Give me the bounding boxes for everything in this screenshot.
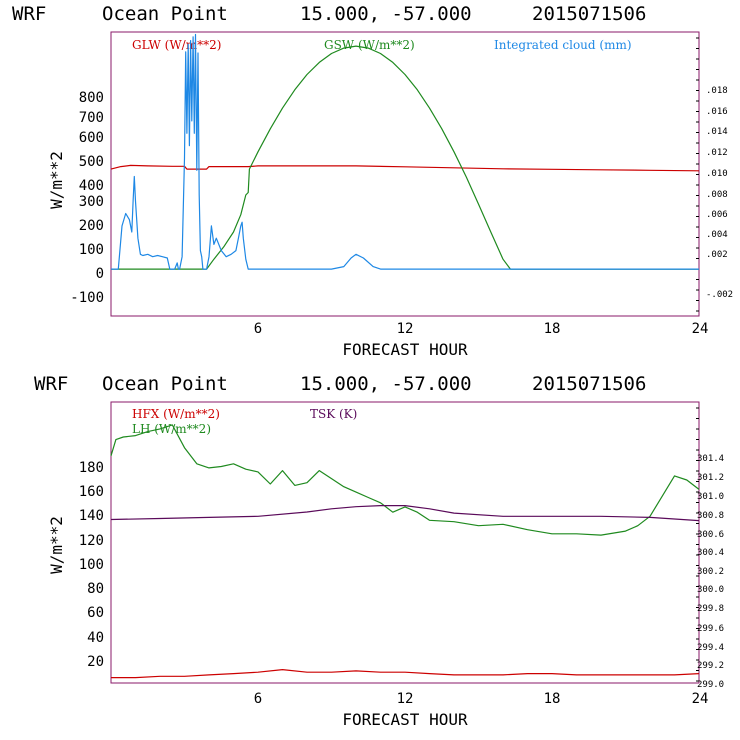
panel-1-right-tick: .018	[706, 86, 728, 96]
panel-2-legend-hfx: HFX (W/m**2)	[132, 407, 220, 421]
panel-1-right-tick: .004	[706, 230, 728, 240]
panel-2-ytick: 160	[79, 484, 104, 500]
panel-2-ytick: 80	[87, 581, 104, 597]
panel-2-header-model: WRF	[34, 373, 68, 395]
panel-2-right-tick: 299.8	[697, 604, 724, 614]
panel-1-series-integrated-cloud-line	[111, 33, 699, 270]
panel-2-xtick: 18	[544, 691, 561, 707]
panel-2-xtick: 6	[254, 691, 262, 707]
panel-1-xtick: 18	[544, 321, 561, 337]
panel-1-legend-gsw: GSW (W/m**2)	[324, 38, 415, 52]
panel-2-xtick: 24	[692, 691, 709, 707]
panel-2-ytick: 20	[87, 654, 104, 670]
panel-1-right-tick: .012	[706, 148, 728, 158]
panel-1-ytick: -100	[70, 290, 104, 306]
panel-2-right-tick: 299.6	[697, 624, 724, 634]
panel-1-header-coords: 15.000, -57.000	[300, 3, 472, 25]
panel-2-header-location: Ocean Point	[102, 373, 228, 395]
panel-2: WRF Ocean Point 15.000, -57.000 20150715…	[34, 373, 724, 729]
panel-1: WRF Ocean Point 15.000, -57.000 20150715…	[12, 3, 733, 359]
panel-1-legend-glw: GLW (W/m**2)	[132, 38, 221, 52]
panel-2-right-minor-ticks	[696, 407, 699, 682]
panel-2-right-tick: 301.0	[697, 492, 724, 502]
panel-2-right-tick: 300.6	[697, 530, 724, 540]
panel-2-ytick: 180	[79, 460, 104, 476]
panel-2-x-axis-label: FORECAST HOUR	[342, 710, 468, 729]
panel-1-right-tick: .006	[706, 210, 728, 220]
panel-1-header-model: WRF	[12, 3, 46, 25]
panel-2-right-tick: 300.4	[697, 548, 724, 558]
panel-2-header-coords: 15.000, -57.000	[300, 373, 472, 395]
panel-2-right-tick: 300.2	[697, 567, 724, 577]
panel-2-legend-tsk: TSK (K)	[310, 407, 357, 421]
panel-1-x-axis-label: FORECAST HOUR	[342, 340, 468, 359]
panel-2-right-tick: 299.4	[697, 643, 724, 653]
panel-1-y-axis-label: W/m**2	[47, 151, 66, 209]
panel-1-right-tick: .002	[706, 250, 728, 260]
panel-2-ytick: 40	[87, 630, 104, 646]
panel-1-right-tick: .014	[706, 127, 728, 137]
panel-2-ytick: 140	[79, 508, 104, 524]
panel-1-ytick: 0	[96, 266, 104, 282]
panel-2-right-tick: 299.2	[697, 661, 724, 671]
panel-1-ytick: 500	[79, 154, 104, 170]
panel-1-right-tick: -.002	[706, 290, 733, 300]
panel-2-series	[110, 407, 700, 682]
panel-2-right-tick: 301.4	[697, 454, 724, 464]
panel-1-ytick: 300	[79, 194, 104, 210]
panel-1-right-minor-ticks	[696, 37, 699, 312]
panel-2-y-axis-label: W/m**2	[47, 516, 66, 574]
panel-2-right-tick: 300.0	[697, 585, 724, 595]
panel-1-xtick: 12	[397, 321, 414, 337]
panel-1-ytick: 400	[79, 178, 104, 194]
panel-2-series-hfx-line	[111, 668, 700, 679]
panel-2-right-tick: 300.8	[697, 511, 724, 521]
panel-1-xtick: 6	[254, 321, 262, 337]
panel-1-series	[110, 33, 700, 312]
panel-1-header-run: 2015071506	[532, 3, 646, 25]
panel-2-plot-frame	[110, 401, 700, 684]
panel-1-legend-cloud: Integrated cloud (mm)	[494, 38, 632, 52]
panel-1-series-gsw-line	[111, 45, 699, 270]
panel-2-xtick: 12	[397, 691, 414, 707]
panel-2-right-tick: 299.0	[697, 680, 724, 690]
panel-2-ytick: 100	[79, 557, 104, 573]
panel-2-ytick: 120	[79, 533, 104, 549]
panel-1-ytick: 100	[79, 242, 104, 258]
panel-1-ytick: 800	[79, 90, 104, 106]
panel-1-ytick: 700	[79, 110, 104, 126]
panel-1-right-tick: .016	[706, 107, 728, 117]
panel-2-ytick: 60	[87, 605, 104, 621]
panel-2-legend-lh: LH (W/m**2)	[132, 422, 211, 436]
panel-1-right-tick: .008	[706, 190, 728, 200]
panel-1-ytick: 600	[79, 130, 104, 146]
panel-1-series-glw-line	[110, 164, 700, 172]
panel-2-series-tsk-line	[110, 505, 700, 522]
panel-1-header-location: Ocean Point	[102, 3, 228, 25]
panel-2-right-tick: 301.2	[697, 473, 724, 483]
panel-1-right-tick: .010	[706, 169, 728, 179]
panel-1-ytick: 200	[79, 218, 104, 234]
panel-2-header-run: 2015071506	[532, 373, 646, 395]
panel-1-xtick: 24	[692, 321, 709, 337]
panel-2-series-lh-line	[110, 424, 700, 536]
